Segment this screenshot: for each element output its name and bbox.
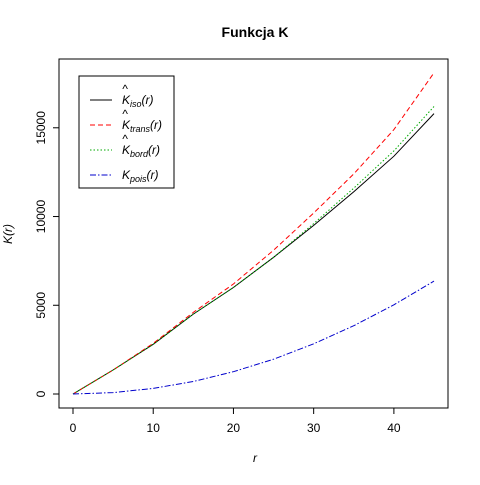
x-axis-label: r	[253, 451, 258, 465]
legend-label-arg: (r)	[150, 118, 162, 132]
series-line-bord	[72, 106, 435, 395]
legend-label-arg: (r)	[142, 93, 154, 107]
legend-label-pois: Kpois(r)	[122, 168, 159, 184]
y-tick-label: 5000	[34, 292, 48, 319]
series-line-pois	[72, 280, 435, 395]
series-lines	[72, 72, 435, 395]
legend-label-arg: (r)	[147, 168, 159, 182]
legend-label-sub: pois	[129, 174, 147, 184]
x-tick-label: 0	[70, 421, 77, 435]
legend-label-trans: Ktrans(r)	[122, 118, 162, 134]
legend-box	[78, 75, 175, 189]
legend-hat-mark: ^	[122, 107, 128, 121]
axes: 0 10 20 30 40 0 5000 10000 15000	[34, 111, 401, 435]
legend-label-iso: Kiso(r)	[122, 93, 154, 109]
x-tick-label: 20	[227, 421, 241, 435]
legend-label-sub: iso	[130, 99, 142, 109]
y-axis-label: K(r)	[1, 224, 15, 244]
legend-label-sub: trans	[130, 124, 151, 134]
y-tick-label: 0	[34, 390, 48, 397]
legend-label-main: K	[122, 118, 131, 132]
x-tick-label: 30	[307, 421, 321, 435]
legend-label-main: K	[122, 93, 131, 107]
legend-label-sub: bord	[130, 149, 149, 159]
legend-label-arg: (r)	[148, 143, 160, 157]
legend: Kiso(r)^Ktrans(r)^Kbord(r)^Kpois(r)	[78, 75, 175, 189]
y-tick-label: 15000	[34, 111, 48, 145]
legend-label-main: K	[122, 143, 131, 157]
legend-label-main: K	[122, 168, 131, 182]
series-line-trans	[72, 72, 435, 395]
legend-label-bord: Kbord(r)	[122, 143, 160, 159]
y-axis-label-group: K(r)	[1, 224, 15, 244]
legend-hat-mark: ^	[122, 132, 128, 146]
x-tick-label: 40	[387, 421, 401, 435]
y-tick-label: 10000	[34, 200, 48, 234]
legend-hat-mark: ^	[122, 82, 128, 96]
x-tick-label: 10	[147, 421, 161, 435]
chart-title: Funkcja K	[222, 24, 289, 40]
